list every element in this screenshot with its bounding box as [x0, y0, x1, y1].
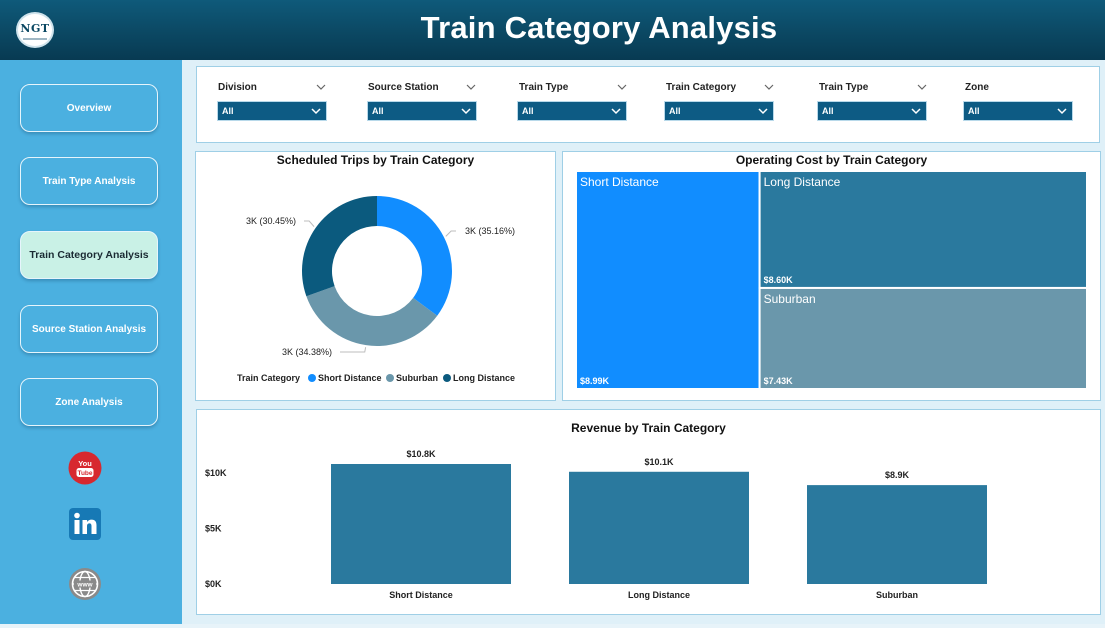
filter-label-source-station: Source Station: [368, 82, 439, 93]
nav-source-station-analysis-button[interactable]: Source Station Analysis: [20, 305, 158, 353]
bar-data-label: $8.9K: [885, 470, 910, 480]
filter-value: All: [522, 106, 534, 116]
filter-select-division[interactable]: All: [217, 101, 327, 121]
scheduled-trips-panel: Scheduled Trips by Train Category 3K (35…: [195, 151, 556, 401]
legend-marker-suburban: [386, 374, 394, 382]
revenue-title: Revenue by Train Category: [571, 421, 726, 435]
operating-cost-treemap-chart: Short Distance $8.99K Long Distance $8.60K S…: [575, 170, 1089, 390]
filter-value: All: [968, 106, 980, 116]
donut-slice-short-distance: [377, 196, 453, 316]
svg-text:You: You: [78, 459, 92, 468]
filter-value: All: [669, 106, 681, 116]
filter-label-train-type: Train Type: [519, 82, 569, 93]
dropdown-arrow-icon: [311, 108, 321, 115]
bar-suburban: [807, 485, 987, 584]
logo-underline: [23, 38, 47, 40]
donut-data-label: 3K (30.45%): [246, 216, 296, 226]
scheduled-trips-donut-chart: 3K (35.16%) 3K (34.38%) 3K (30.45%) Train C…: [237, 196, 515, 383]
nav-zone-analysis-button[interactable]: Zone Analysis: [20, 378, 158, 426]
nav-train-category-analysis-button[interactable]: Train Category Analysis: [20, 231, 158, 279]
donut-data-label: 3K (35.16%): [465, 226, 515, 236]
nav-overview-button[interactable]: Overview: [20, 84, 158, 132]
logo-text: NGT: [20, 22, 50, 35]
svg-text:www: www: [76, 582, 93, 589]
treemap-tile-suburban: [758, 286, 1089, 390]
filter-select-train-type-2[interactable]: All: [817, 101, 927, 121]
nav-train-type-analysis-button[interactable]: Train Type Analysis: [20, 157, 158, 205]
legend-title: Train Category: [237, 373, 300, 383]
x-tick-label: Suburban: [876, 590, 918, 600]
youtube-icon[interactable]: You Tube: [68, 451, 102, 485]
treemap-label-suburban: Suburban: [764, 292, 816, 306]
y-tick-label: $0K: [205, 579, 222, 589]
filter-value: All: [222, 106, 234, 116]
nav-label: Zone Analysis: [55, 396, 123, 408]
chevron-down-icon[interactable]: [617, 82, 627, 92]
filter-value: All: [372, 106, 384, 116]
filter-select-train-type[interactable]: All: [517, 101, 627, 121]
scheduled-trips-title: Scheduled Trips by Train Category: [276, 153, 475, 167]
donut-data-label: 3K (34.38%): [282, 347, 332, 357]
chevron-down-icon[interactable]: [764, 82, 774, 92]
filter-label-division: Division: [218, 82, 257, 93]
revenue-bar-chart: $0K $5K $10K $10.8K Short Distance $10.1K Long…: [205, 449, 987, 600]
treemap-label-short-distance: Short Distance: [580, 175, 659, 189]
legend-marker-long-distance: [443, 374, 451, 382]
filter-value: All: [822, 106, 834, 116]
header-bar: NGT Train Category Analysis: [0, 0, 1105, 60]
dropdown-arrow-icon: [1057, 108, 1067, 115]
treemap-label-long-distance: Long Distance: [764, 175, 841, 189]
filter-select-zone[interactable]: All: [963, 101, 1073, 121]
treemap-value-suburban: $7.43K: [764, 376, 794, 386]
dropdown-arrow-icon: [611, 108, 621, 115]
nav-label: Overview: [66, 102, 112, 114]
filter-label-train-type-2: Train Type: [819, 82, 869, 93]
treemap-tile-short-distance: [575, 170, 761, 390]
company-logo[interactable]: NGT: [16, 12, 54, 48]
treemap-value-long-distance: $8.60K: [764, 275, 794, 285]
legend-marker-short-distance: [308, 374, 316, 382]
filter-label-zone: Zone: [965, 82, 989, 93]
filter-select-train-category[interactable]: All: [664, 101, 774, 121]
dropdown-arrow-icon: [758, 108, 768, 115]
linkedin-icon[interactable]: [68, 507, 102, 541]
svg-text:Tube: Tube: [77, 470, 92, 477]
operating-cost-title: Operating Cost by Train Category: [735, 153, 928, 167]
bottom-strip: [0, 624, 1105, 628]
globe-icon[interactable]: www: [68, 567, 102, 601]
y-tick-label: $10K: [205, 468, 227, 478]
legend-label-long-distance: Long Distance: [453, 373, 515, 383]
donut-slice-suburban: [306, 286, 438, 346]
filter-label-train-category: Train Category: [666, 82, 737, 93]
treemap-tile-long-distance: [758, 170, 1089, 289]
donut-slice-long-distance: [302, 196, 377, 297]
nav-label: Train Category Analysis: [29, 249, 149, 261]
bar-data-label: $10.8K: [406, 449, 436, 459]
bar-data-label: $10.1K: [644, 457, 674, 467]
nav-label: Source Station Analysis: [31, 323, 147, 335]
x-tick-label: Short Distance: [389, 590, 453, 600]
chevron-down-icon[interactable]: [917, 82, 927, 92]
bar-short-distance: [331, 464, 511, 584]
bar-long-distance: [569, 471, 749, 584]
chevron-down-icon[interactable]: [466, 82, 476, 92]
donut-leader-line: [445, 230, 456, 237]
dropdown-arrow-icon: [461, 108, 471, 115]
legend-label-suburban: Suburban: [396, 373, 438, 383]
dropdown-arrow-icon: [911, 108, 921, 115]
legend-label-short-distance: Short Distance: [318, 373, 382, 383]
filter-panel: Division All Source Station All Train Ty…: [196, 66, 1100, 143]
nav-label: Train Type Analysis: [42, 175, 136, 187]
operating-cost-panel: Operating Cost by Train Category Short D…: [562, 151, 1101, 401]
sidebar: Overview Train Type Analysis Train Categ…: [0, 60, 182, 624]
donut-leader-line: [304, 220, 315, 227]
page-title: Train Category Analysis: [420, 10, 778, 45]
y-tick-label: $5K: [205, 523, 222, 533]
filter-select-source-station[interactable]: All: [367, 101, 477, 121]
chevron-down-icon[interactable]: [316, 82, 326, 92]
x-tick-label: Long Distance: [628, 590, 690, 600]
revenue-panel: Revenue by Train Category $0K $5K $10K $10.…: [196, 409, 1101, 615]
treemap-value-short-distance: $8.99K: [580, 376, 610, 386]
donut-leader-line: [340, 347, 367, 353]
